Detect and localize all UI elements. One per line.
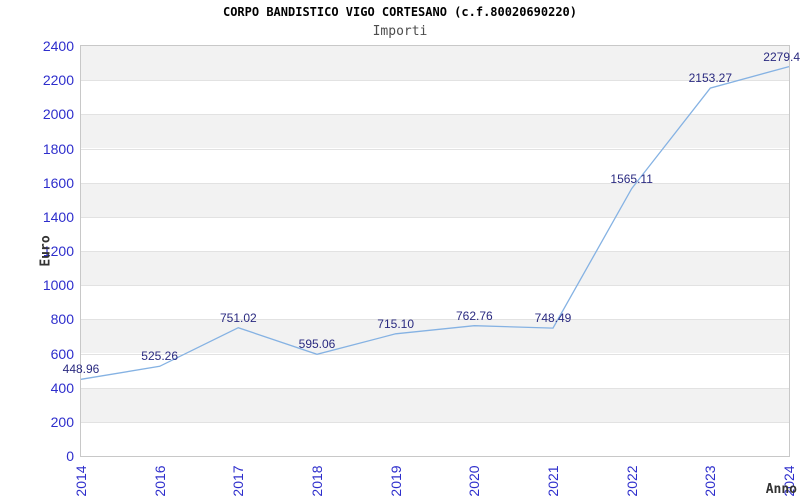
gridline — [81, 353, 789, 355]
gridline — [81, 80, 789, 82]
y-axis-tick: 1200 — [42, 243, 74, 259]
grid-band — [81, 46, 789, 81]
y-axis-tick: 2400 — [42, 38, 74, 54]
y-axis-tick: 2000 — [42, 106, 74, 123]
x-axis-tick: 2018 — [309, 465, 325, 497]
gridline — [81, 182, 789, 184]
data-point-label: 762.76 — [455, 308, 493, 323]
gridline — [81, 148, 789, 150]
data-point-label: 525.26 — [141, 349, 179, 364]
x-axis-tick: 2014 — [73, 465, 89, 497]
data-point-label: 1565.11 — [610, 171, 653, 186]
y-axis-tick: 600 — [50, 345, 74, 362]
chart-title: CORPO BANDISTICO VIGO CORTESANO (c.f.800… — [222, 5, 577, 19]
gridline — [81, 319, 789, 321]
series-polyline — [80, 65, 790, 380]
grid-band — [81, 387, 789, 422]
y-axis-tick: 1800 — [42, 140, 74, 157]
y-axis-tick: 1400 — [42, 208, 74, 225]
y-axis-tick: 800 — [50, 311, 74, 328]
data-point-label: 748.49 — [534, 311, 572, 326]
data-point-label: 2279.4 — [763, 49, 800, 64]
gridline — [81, 421, 789, 423]
y-axis-title: Euro — [38, 235, 54, 267]
x-axis-tick: 2023 — [702, 465, 719, 497]
line-series — [80, 65, 790, 380]
y-axis-tick: 2200 — [42, 72, 74, 89]
grid-band — [81, 182, 789, 217]
x-axis-tick: 2019 — [387, 465, 404, 497]
chart-subtitle: Importi — [372, 24, 428, 39]
grid-band — [81, 319, 789, 354]
gridline — [81, 285, 789, 287]
x-axis-tick: 2022 — [623, 465, 640, 497]
x-axis-title: Anno — [765, 482, 797, 497]
gridline — [81, 216, 789, 218]
gridline — [81, 387, 789, 389]
gridline — [81, 251, 789, 252]
gridline — [81, 114, 789, 116]
x-axis-tick: 2017 — [230, 465, 247, 497]
data-point-label: 2153.27 — [688, 71, 733, 86]
data-point-label: 448.96 — [62, 362, 100, 377]
x-axis-tick: 2021 — [545, 465, 561, 497]
y-axis-tick: 0 — [66, 448, 74, 464]
y-axis-tick: 400 — [50, 379, 74, 396]
y-axis-tick: 1000 — [42, 277, 74, 294]
plot-area — [80, 45, 790, 457]
grid-band — [81, 251, 789, 286]
x-axis-tick: 2020 — [466, 465, 483, 497]
data-point-label: 595.06 — [298, 337, 336, 352]
y-axis-tick: 200 — [50, 413, 74, 430]
x-axis-tick: 2016 — [151, 465, 168, 497]
y-axis-tick: 1600 — [42, 174, 74, 191]
data-point-label: 715.10 — [377, 316, 415, 331]
data-point-label: 751.02 — [219, 310, 257, 325]
grid-band — [81, 114, 789, 149]
